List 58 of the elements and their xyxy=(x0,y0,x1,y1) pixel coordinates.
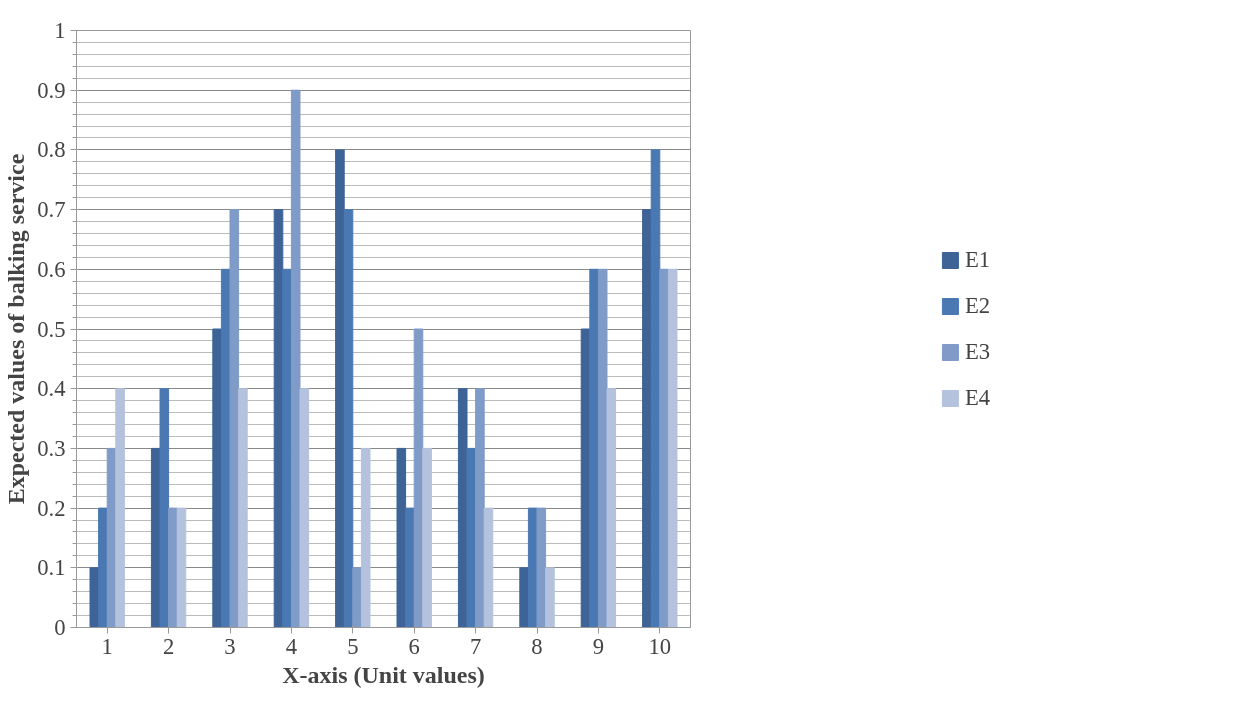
x-tick-label: 10 xyxy=(648,633,672,659)
x-tick-label: 7 xyxy=(469,633,482,659)
x-tick-label: 3 xyxy=(224,633,236,659)
bar xyxy=(466,447,477,628)
bar xyxy=(168,507,178,628)
bar xyxy=(212,328,222,628)
bar xyxy=(422,447,432,628)
bar xyxy=(352,567,362,628)
bar xyxy=(659,268,669,628)
bar xyxy=(519,567,529,628)
legend-label: E1 xyxy=(964,246,991,273)
x-axis-title: X-axis (Unit values) xyxy=(282,661,485,688)
x-tick-label: 2 xyxy=(162,633,175,659)
legend-label: E2 xyxy=(964,292,991,319)
bar xyxy=(360,447,371,628)
bar xyxy=(642,209,652,628)
y-tick-label: 0 xyxy=(54,615,66,640)
bar xyxy=(545,567,555,628)
bar xyxy=(475,388,485,628)
bar xyxy=(115,388,125,628)
legend-label: E3 xyxy=(964,338,991,365)
x-tick-label: 1 xyxy=(101,633,113,659)
bar xyxy=(335,149,345,628)
y-axis-title: Expected values of balking service xyxy=(3,153,30,505)
bar xyxy=(159,388,170,628)
bar xyxy=(282,268,292,628)
y-tick-label: 0.3 xyxy=(37,435,66,461)
y-tick-label: 0.5 xyxy=(37,316,66,342)
y-tick-label: 0.1 xyxy=(37,555,66,581)
y-tick-label: 0.6 xyxy=(37,256,66,282)
bar xyxy=(229,209,240,628)
bar xyxy=(176,507,187,628)
bar xyxy=(667,268,678,628)
bar xyxy=(483,507,494,628)
bar xyxy=(98,507,108,628)
bar xyxy=(89,567,100,628)
bar xyxy=(343,209,354,628)
legend-label: E4 xyxy=(964,384,991,411)
bar xyxy=(405,507,415,628)
bar xyxy=(238,388,248,628)
bar xyxy=(299,388,310,628)
bar xyxy=(597,268,608,628)
bar xyxy=(396,447,407,628)
y-tick-label: 0.8 xyxy=(37,137,66,163)
bar xyxy=(536,507,547,628)
y-tick-label: 0.4 xyxy=(37,376,66,402)
bar xyxy=(290,89,301,628)
bar xyxy=(589,268,599,628)
x-tick-label: 6 xyxy=(408,633,420,659)
y-tick-label: 0.9 xyxy=(37,77,66,103)
x-tick-label: 4 xyxy=(285,633,298,659)
x-tick-label: 9 xyxy=(592,633,605,659)
x-tick-label: 8 xyxy=(531,633,543,659)
y-tick-label: 1 xyxy=(54,18,66,43)
y-tick-label: 0.7 xyxy=(37,197,66,223)
bar xyxy=(606,388,617,628)
x-tick-label: 5 xyxy=(347,633,359,659)
y-tick-label: 0.2 xyxy=(37,495,66,521)
